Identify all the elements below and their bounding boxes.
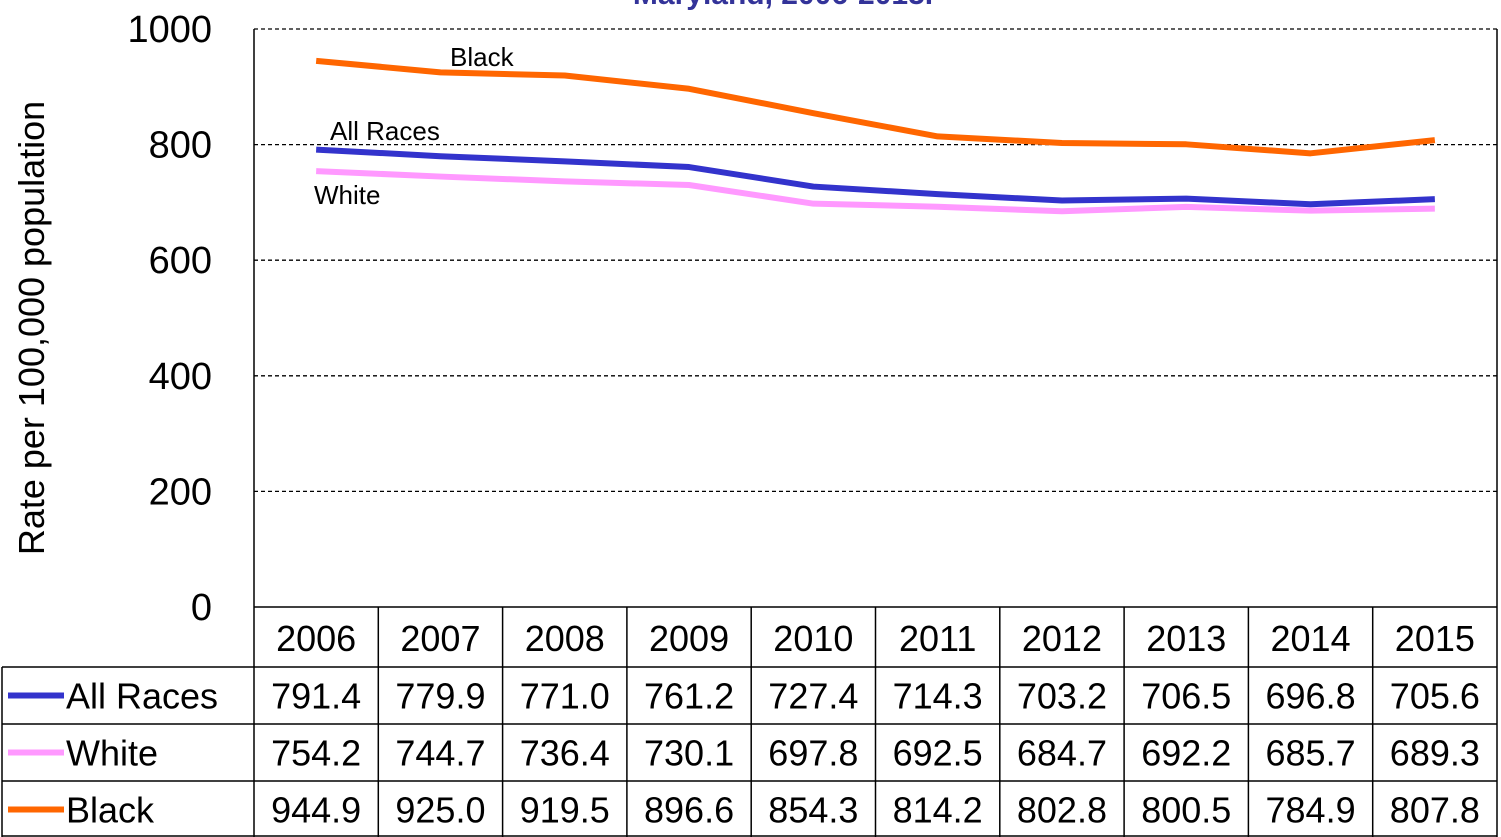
series-labels: All Races White Black [314, 42, 515, 210]
x-tick-label: 2009 [649, 618, 729, 659]
data-cell: 807.8 [1390, 790, 1480, 831]
x-tick-label: 2006 [276, 618, 356, 659]
data-cell: 684.7 [1017, 733, 1107, 774]
data-cell: 703.2 [1017, 676, 1107, 717]
x-tick-label: 2015 [1395, 618, 1475, 659]
data-cell: 784.9 [1266, 790, 1356, 831]
data-cell: 802.8 [1017, 790, 1107, 831]
data-cell: 692.2 [1141, 733, 1231, 774]
legend-label: Black [66, 790, 155, 831]
y-tick-label: 0 [191, 587, 212, 629]
data-cell: 730.1 [644, 733, 734, 774]
data-cell: 706.5 [1141, 676, 1231, 717]
x-tick-label: 2012 [1022, 618, 1102, 659]
y-tick-label: 200 [149, 471, 212, 513]
data-cell: 685.7 [1266, 733, 1356, 774]
data-cell: 736.4 [520, 733, 610, 774]
data-cell: 714.3 [893, 676, 983, 717]
data-cell: 771.0 [520, 676, 610, 717]
data-cell: 814.2 [893, 790, 983, 831]
x-tick-label: 2011 [899, 618, 976, 659]
data-cell: 919.5 [520, 790, 610, 831]
x-tick-label: 2007 [400, 618, 480, 659]
data-cell: 689.3 [1390, 733, 1480, 774]
data-cell: 696.8 [1266, 676, 1356, 717]
data-cell: 761.2 [644, 676, 734, 717]
y-tick-label: 1000 [127, 9, 212, 51]
series-label: All Races [330, 116, 440, 146]
data-cell: 692.5 [893, 733, 983, 774]
y-tick-label: 400 [149, 356, 212, 398]
data-cell: 744.7 [395, 733, 485, 774]
data-cell: 791.4 [271, 676, 361, 717]
data-cell: 727.4 [768, 676, 858, 717]
data-cell: 779.9 [395, 676, 485, 717]
series-label: Black [450, 42, 515, 72]
x-tick-label: 2014 [1271, 618, 1351, 659]
x-tick-label: 2008 [525, 618, 605, 659]
data-cell: 754.2 [271, 733, 361, 774]
y-tick-label: 600 [149, 240, 212, 282]
series-line-black [315, 57, 1436, 157]
legend-label: All Races [66, 676, 218, 717]
y-tick-label: 800 [149, 125, 212, 167]
x-tick-label: 2013 [1146, 618, 1226, 659]
data-cell: 944.9 [271, 790, 361, 831]
data-cell: 925.0 [395, 790, 485, 831]
x-tick-label: 2010 [773, 618, 853, 659]
series-label: White [314, 180, 380, 210]
grid [253, 28, 1498, 608]
data-cell: 705.6 [1390, 676, 1480, 717]
series-line-all-races [315, 146, 1435, 208]
data-cell: 896.6 [644, 790, 734, 831]
legend-label: White [66, 733, 158, 774]
chart-title: Maryland, 2006-2015. [633, 0, 933, 11]
data-cell: 800.5 [1141, 790, 1231, 831]
series-lines [315, 57, 1436, 215]
data-table: 2006 2007 2008 2009 2010 2011 2012 2013 2014 2015… [1, 607, 1498, 837]
y-axis: 0 200 400 600 800 1000 [127, 9, 212, 629]
data-cell: 854.3 [768, 790, 858, 831]
data-cell: 697.8 [768, 733, 858, 774]
y-axis-label: Rate per 100,000 population [11, 101, 52, 555]
series-line-white [316, 168, 1435, 215]
